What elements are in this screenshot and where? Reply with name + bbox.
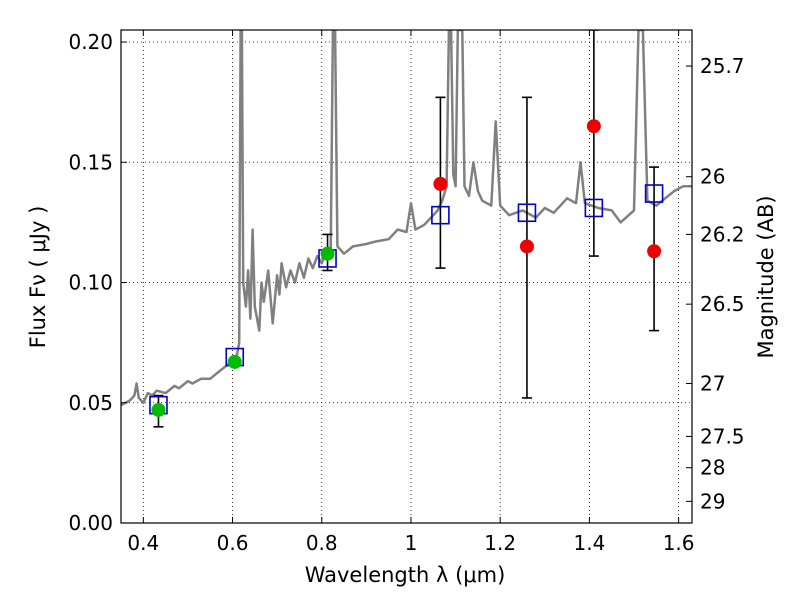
detection-point xyxy=(320,246,335,261)
y2-tick-label: 27 xyxy=(700,372,725,396)
x-tick-label: 1.6 xyxy=(663,531,695,555)
x-tick-label: 1.4 xyxy=(573,531,605,555)
plot-frame xyxy=(120,29,693,524)
y2-tick-label: 26.5 xyxy=(700,292,745,316)
upper-point xyxy=(647,244,662,259)
model-point xyxy=(517,203,537,223)
upper-point xyxy=(433,176,448,191)
detection-point xyxy=(227,354,242,369)
model-point xyxy=(584,198,604,218)
x-tick-label: 0.4 xyxy=(127,531,159,555)
x-tick-label: 0.6 xyxy=(217,531,249,555)
y-tick-label: 0.10 xyxy=(68,271,113,295)
x-tick-label: 1 xyxy=(405,531,418,555)
x-tick-label: 1.2 xyxy=(484,531,516,555)
y2-tick-label: 26.2 xyxy=(700,222,745,246)
upper-point xyxy=(519,239,534,254)
model-point xyxy=(644,184,664,203)
detection-point xyxy=(151,402,166,417)
y2-tick-label: 29 xyxy=(700,489,725,513)
y-tick-label: 0.00 xyxy=(68,511,113,535)
y-axis-title: Flux Fν ( μJy ) xyxy=(26,206,50,349)
y2-tick-label: 26 xyxy=(700,165,725,189)
x-tick-label: 0.8 xyxy=(306,531,338,555)
y2-tick-label: 25.7 xyxy=(700,54,745,78)
y2-tick-label: 27.5 xyxy=(700,424,745,448)
model-point xyxy=(431,205,450,225)
y-tick-label: 0.20 xyxy=(68,30,113,54)
y2-tick-label: 28 xyxy=(700,456,725,480)
axis-ticks: 0.4 0.6 0.8 1 1.2 1.4 1.6 0.00 0.05 0.10 0.15 0.20 2… xyxy=(68,30,745,555)
y-tick-label: 0.05 xyxy=(68,391,113,415)
grid xyxy=(121,30,692,524)
upper-point xyxy=(586,119,601,134)
y2-axis-title: Magnitude (AB) xyxy=(754,195,778,358)
x-axis-title: Wavelength λ (μm) xyxy=(305,563,506,587)
y-tick-label: 0.15 xyxy=(68,150,113,174)
plot-area xyxy=(121,30,692,428)
spectrum-line xyxy=(121,30,692,407)
